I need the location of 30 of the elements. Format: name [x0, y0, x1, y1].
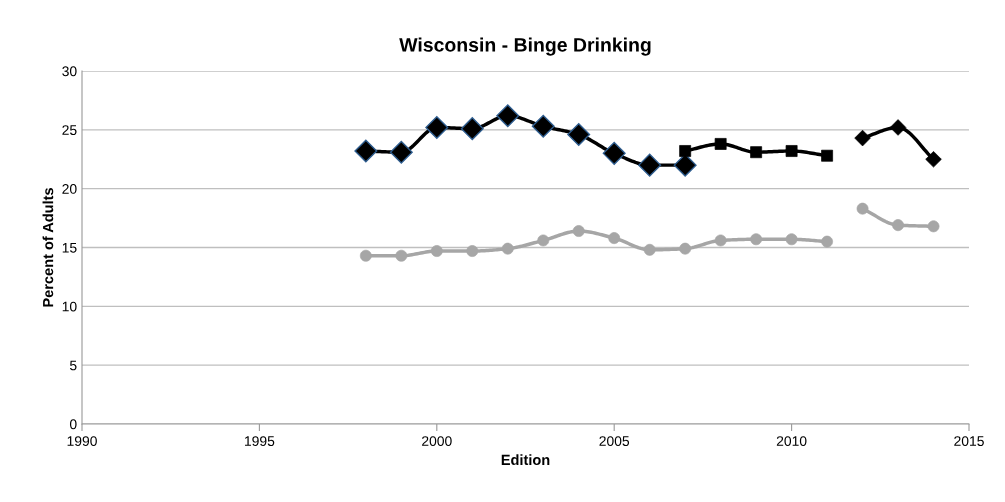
- point: [531, 114, 555, 138]
- x-tick-label: 2000: [422, 436, 452, 447]
- y-tick-label: 15: [62, 242, 77, 253]
- point: [460, 117, 484, 141]
- point: [714, 234, 727, 247]
- x-tick-label: 1995: [245, 436, 275, 447]
- point: [925, 151, 942, 168]
- y-tick-label: 0: [69, 419, 77, 430]
- point: [638, 153, 662, 177]
- point: [425, 115, 449, 139]
- y-tick-label: 5: [69, 360, 77, 371]
- point: [567, 123, 591, 147]
- x-tick-label: 2005: [599, 436, 630, 447]
- point: [889, 119, 907, 136]
- x-tick-label: 1990: [67, 436, 97, 447]
- point: [602, 141, 626, 165]
- y-axis-title: Percent of Adults: [42, 188, 54, 307]
- point: [496, 104, 520, 128]
- point: [389, 140, 413, 164]
- point: [854, 129, 871, 147]
- y-tick-label: 10: [62, 301, 77, 312]
- x-axis-title: Edition: [501, 454, 550, 466]
- x-tick-label: 2010: [776, 436, 807, 447]
- point: [785, 145, 798, 157]
- point: [354, 139, 378, 163]
- y-tick-label: 25: [62, 125, 77, 135]
- chart-title: Wisconsin - Binge Drinking: [399, 37, 651, 56]
- x-tick-label: 2015: [954, 436, 984, 447]
- y-tick-label: 20: [62, 184, 77, 194]
- y-tick-label: 30: [62, 66, 77, 77]
